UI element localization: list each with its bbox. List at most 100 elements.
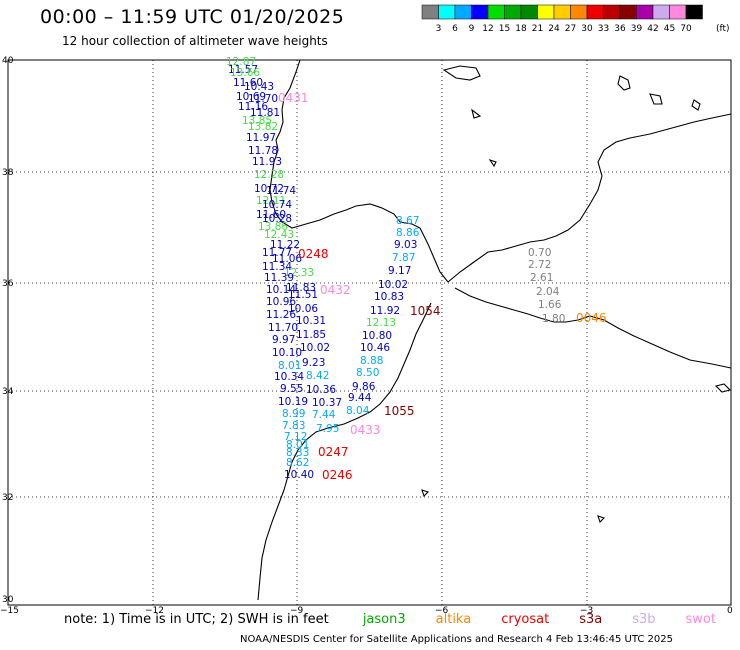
wave-height-value: 7.95 (316, 423, 339, 435)
note: note: 1) Time is in UTC; 2) SWH is in fe… (64, 612, 716, 627)
wave-height-value: 10.80 (362, 330, 392, 342)
wave-height-value: 11.81 (250, 107, 280, 119)
wave-height-value: 8.99 (282, 408, 305, 420)
wave-height-value: 8.88 (360, 355, 383, 367)
wave-height-value: 10.69 (236, 91, 266, 103)
scale-label: 18 (515, 24, 527, 34)
note-text: note: 1) Time is in UTC; 2) SWH is in fe… (64, 612, 329, 627)
wave-height-value: 10.34 (274, 371, 304, 383)
wave-height-value: 11.93 (252, 156, 282, 168)
lat-label: 34 (2, 387, 14, 397)
wave-height-value: 11.16 (238, 101, 268, 113)
wave-height-value: 10.06 (288, 303, 318, 315)
wave-height-value: 13.86 (258, 221, 288, 233)
wave-height-value: 10.74 (262, 199, 292, 211)
scale-swatch (586, 4, 604, 20)
pass-time-label: 1054 (410, 304, 441, 318)
wave-height-value: 11.51 (288, 289, 318, 301)
scale-swatch (504, 4, 522, 20)
wave-height-value: 9.23 (302, 357, 325, 369)
lon-label: −15 (0, 606, 19, 616)
wave-height-value: 13.85 (242, 115, 272, 127)
wave-height-value: 9.44 (348, 392, 372, 404)
pass-time-label: 1055 (384, 404, 415, 418)
coastline (257, 59, 732, 601)
wave-height-value: 10.02 (378, 279, 408, 291)
scale-label: 70 (680, 24, 692, 34)
wave-height-value: 11.77 (262, 247, 292, 259)
wave-height-value: 11.06 (272, 253, 302, 265)
lat-label: 30 (2, 595, 14, 605)
wave-height-value: 0.70 (528, 247, 551, 259)
lon-label: −9 (290, 606, 304, 616)
wave-height-value: 8.62 (286, 457, 309, 469)
wave-height-value: 8.01 (286, 439, 309, 451)
wave-height-value: 10.72 (254, 183, 284, 195)
scale-swatch (520, 4, 538, 20)
scale-swatch (669, 4, 687, 20)
wave-height-value: 8.86 (396, 227, 420, 239)
wave-height-value: 10.83 (374, 291, 404, 303)
scale-swatch (471, 4, 489, 20)
scale-label: 42 (647, 24, 658, 34)
wave-height-value: 2.61 (530, 272, 553, 284)
satellite-legend-item: s3b (632, 612, 656, 627)
wave-height-value: 10.28 (262, 213, 292, 225)
satellite-legend-item: jason3 (362, 612, 406, 627)
wave-height-value: 10.37 (312, 397, 342, 409)
wave-height-value: 11.92 (370, 305, 400, 317)
scale-label: 24 (548, 24, 560, 34)
footer: NOAA/NESDIS Center for Satellite Applica… (240, 634, 673, 645)
wave-height-value: 8.67 (396, 215, 419, 227)
wave-height-value: 11.34 (262, 261, 292, 273)
wave-height-value: 2.04 (536, 286, 560, 298)
scale-label: 27 (565, 24, 576, 34)
lon-label: −6 (435, 606, 449, 616)
wave-height-value: 8.50 (356, 367, 379, 379)
lat-lon-grid (8, 60, 731, 605)
wave-height-value: 10.46 (360, 342, 390, 354)
wave-height-value: 10.02 (300, 342, 330, 354)
scale-swatch (570, 4, 588, 20)
scale-label: 39 (631, 24, 643, 34)
wave-height-value: 8.42 (306, 370, 329, 382)
scale-swatch (537, 4, 555, 20)
wave-height-value: 11.78 (248, 145, 278, 157)
lat-label: 40 (2, 56, 14, 66)
wave-height-value: 8.01 (278, 360, 301, 372)
wave-height-value: 11.70 (268, 322, 298, 334)
wave-height-value: 11.57 (228, 64, 258, 76)
lat-label: 36 (2, 279, 14, 289)
map-frame (7, 59, 732, 606)
wave-height-value: 11.22 (270, 239, 300, 251)
wave-height-value: 8.04 (346, 405, 370, 417)
scale-swatch (454, 4, 472, 20)
pass-time-label: 0246 (322, 468, 353, 482)
wave-height-value: 7.83 (282, 420, 305, 432)
satellite-legend: jason3 altika cryosat s3a s3b swot (333, 612, 716, 627)
wave-height-value: 12.87 (226, 56, 256, 68)
scale-label: 6 (452, 24, 458, 34)
scale-label: 36 (614, 24, 626, 34)
pass-time-label: 0046 (576, 311, 607, 325)
scale-unit-label: (ft) (716, 24, 730, 34)
wave-height-value: 11.60 (233, 77, 263, 89)
scale-swatch (438, 4, 456, 20)
wave-height-value: 12.43 (264, 229, 294, 241)
scale-label: 21 (532, 24, 543, 34)
wave-height-value: 7.44 (312, 409, 336, 421)
wave-height-value: 13.66 (230, 67, 260, 79)
pass-time-label: 0431 (278, 91, 309, 105)
wave-height-value: 9.55 (280, 383, 303, 395)
wave-height-value: 11.74 (266, 185, 296, 197)
wave-height-value: 10.96 (266, 296, 296, 308)
scale-swatch (487, 4, 505, 20)
lon-label: −12 (145, 606, 164, 616)
pass-time-label: 0248 (298, 247, 329, 261)
wave-height-value: 13.82 (248, 121, 278, 133)
wave-height-value: 12.28 (254, 169, 284, 181)
wave-height-value: 11.83 (286, 282, 316, 294)
wave-height-value: 11.97 (246, 132, 276, 144)
